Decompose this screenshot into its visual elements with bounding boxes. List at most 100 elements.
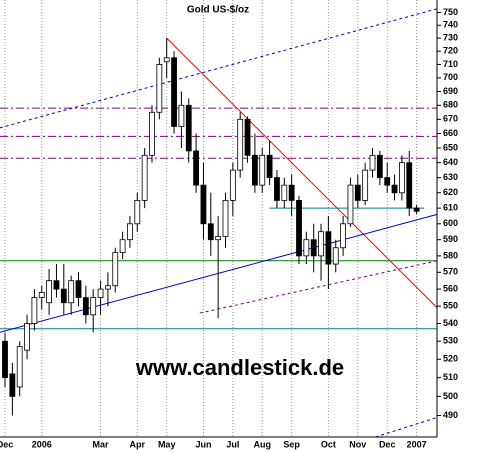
candle-body <box>251 154 258 186</box>
x-tick-label: 2006 <box>32 439 52 449</box>
y-tick-label: 620 <box>443 187 458 197</box>
y-tick-label: 520 <box>443 354 458 364</box>
x-tick-label: Apr <box>130 439 146 449</box>
y-tick-label: 530 <box>443 336 458 346</box>
x-tick-label: Mar <box>93 439 110 449</box>
x-tick-label: Jun <box>195 439 211 449</box>
candle-body <box>90 297 97 316</box>
candle-body <box>105 285 111 290</box>
candle-body <box>2 340 8 379</box>
x-tick-label: Dec <box>379 439 396 449</box>
candle-body <box>369 154 376 171</box>
y-tick-label: 490 <box>443 410 458 420</box>
y-tick-label: 650 <box>443 142 458 152</box>
x-tick-label: Nov <box>349 439 366 449</box>
y-tick-label: 680 <box>443 100 458 110</box>
candle-body <box>38 292 45 298</box>
candle-body <box>259 154 266 186</box>
candle-body <box>163 57 170 63</box>
candle-body <box>68 280 75 304</box>
watermark: www.candlestick.de <box>135 355 344 380</box>
candle-body <box>222 200 229 237</box>
y-tick-label: 660 <box>443 128 458 138</box>
candle-body <box>119 239 126 254</box>
candle-body <box>207 223 214 241</box>
candle-body <box>318 231 324 257</box>
candle-body <box>237 118 244 171</box>
candle-body <box>82 297 89 316</box>
candle-body <box>347 184 354 225</box>
candle-body <box>296 200 302 257</box>
y-tick-label: 640 <box>443 157 458 167</box>
candle-body <box>31 297 38 324</box>
candle-body <box>97 288 104 298</box>
y-tick-label: 500 <box>443 391 458 401</box>
candle-body <box>229 169 236 201</box>
candle-body <box>274 177 280 201</box>
y-tick-label: 690 <box>443 86 458 96</box>
candle-body <box>391 184 398 194</box>
candle-body <box>303 239 310 257</box>
candle-body <box>281 184 288 201</box>
trend-line <box>199 260 438 314</box>
candle-body <box>340 223 347 249</box>
lines <box>0 8 438 438</box>
axis-labels: 490 500 510 520 530 540 550 560 570 580 590 600 610 6… <box>0 7 458 449</box>
candle-body <box>171 57 177 127</box>
x-tick-label: Aug <box>254 439 272 449</box>
candle-body <box>406 162 413 209</box>
candle-body <box>376 154 383 178</box>
candle-body <box>24 323 30 351</box>
chart-title: Gold US-$/oz <box>187 5 249 16</box>
candle-body <box>53 280 60 290</box>
candle-body <box>46 280 52 304</box>
y-tick-label: 730 <box>443 33 458 43</box>
trend-line <box>375 416 438 438</box>
candle-body <box>127 223 133 241</box>
candle-body <box>193 150 200 186</box>
candle-body <box>332 247 339 265</box>
y-tick-label: 540 <box>443 318 458 328</box>
x-tick-label: 2007 <box>407 439 427 449</box>
x-tick-label: May <box>158 439 176 449</box>
y-tick-label: 570 <box>443 267 458 277</box>
y-tick-label: 710 <box>443 59 458 69</box>
candle-body <box>362 169 369 201</box>
candle-body <box>149 111 155 156</box>
candle-body <box>413 207 420 212</box>
candle-body <box>141 154 148 201</box>
y-tick-label: 610 <box>443 203 458 213</box>
candle-body <box>215 236 222 241</box>
candle-body <box>60 288 67 304</box>
candle-body <box>16 346 23 388</box>
candle-body <box>185 104 192 152</box>
y-tick-label: 590 <box>443 234 458 244</box>
x-tick-label: Sep <box>283 439 300 449</box>
candle-body <box>288 184 295 201</box>
y-tick-label: 560 <box>443 283 458 293</box>
candle-body <box>266 154 273 178</box>
y-tick-label: 580 <box>443 250 458 260</box>
candle-body <box>134 200 141 225</box>
candle-body <box>398 162 405 194</box>
y-tick-label: 700 <box>443 72 458 82</box>
y-tick-label: 550 <box>443 301 458 311</box>
candles <box>2 38 420 416</box>
candle-body <box>384 177 391 186</box>
candle-body <box>244 118 251 156</box>
candle-body <box>156 64 163 113</box>
y-tick-label: 750 <box>443 7 458 17</box>
trend-line <box>166 37 438 309</box>
candle-body <box>178 104 185 127</box>
candle-body <box>9 373 16 397</box>
y-tick-label: 670 <box>443 114 458 124</box>
y-tick-label: 600 <box>443 218 458 228</box>
x-tick-label: Dec <box>0 439 13 449</box>
x-tick-label: Jul <box>226 439 239 449</box>
candle-body <box>112 252 119 287</box>
y-tick-label: 510 <box>443 372 458 382</box>
candle-body <box>200 184 207 225</box>
y-tick-label: 720 <box>443 46 458 56</box>
y-tick-label: 630 <box>443 172 458 182</box>
